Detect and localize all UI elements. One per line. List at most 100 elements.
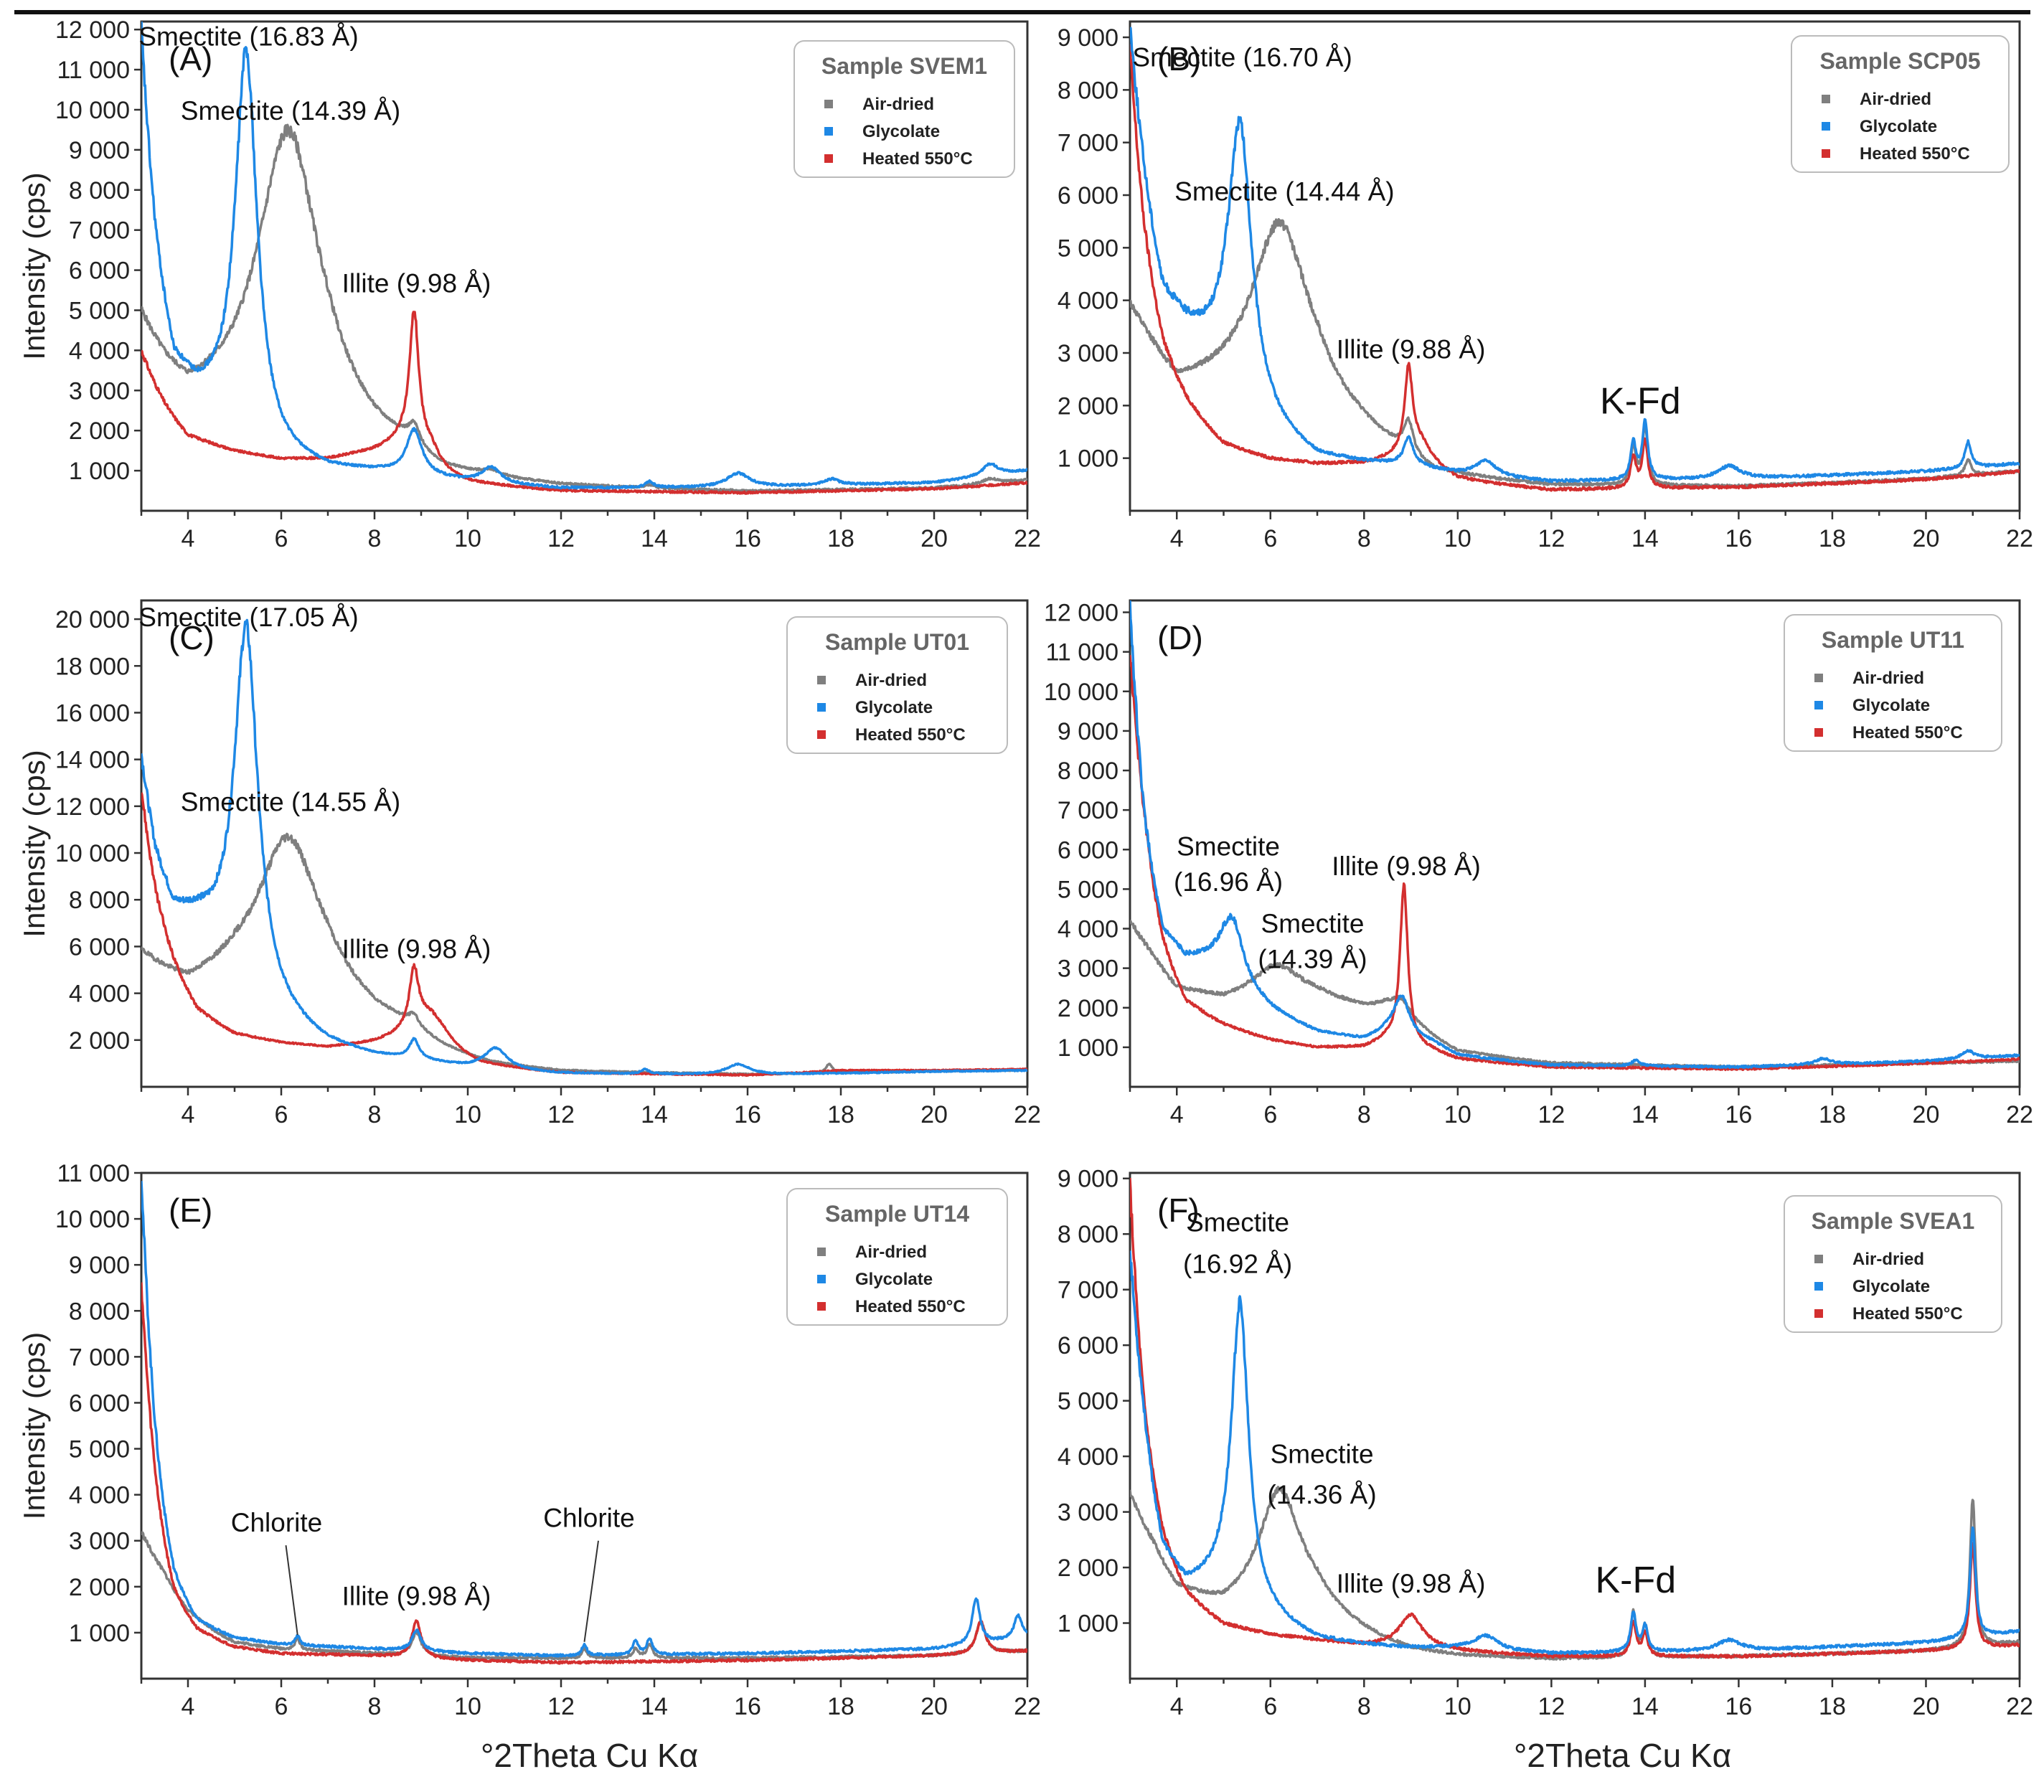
y-tick-label: 2 000	[69, 418, 130, 445]
x-tick-label: 22	[1014, 1693, 1041, 1720]
x-tick-label: 8	[368, 1693, 382, 1720]
x-axis-label-right: °2Theta Cu Kα	[1514, 1737, 1732, 1774]
y-tick-label: 3 000	[69, 1528, 130, 1555]
y-tick-label: 10 000	[55, 840, 130, 867]
y-tick-label: 5 000	[69, 1436, 130, 1463]
series-line-air-dried	[141, 123, 1027, 494]
legend-swatch-heated-550-c	[817, 1302, 826, 1311]
y-tick-label: 14 000	[55, 747, 130, 774]
x-tick-label: 8	[368, 525, 382, 552]
legend-swatch-glycolate	[1814, 1282, 1823, 1291]
y-tick-label: 10 000	[55, 97, 130, 124]
annotation-smectite-14-44: Smectite (14.44 Å)	[1174, 176, 1394, 206]
y-tick-label: 10 000	[1044, 679, 1118, 706]
legend-entry-air-dried: Air-dried	[862, 95, 934, 114]
y-tick-label: 4 000	[1058, 916, 1118, 943]
x-tick-label: 4	[1170, 525, 1184, 552]
legend-swatch-air-dried	[817, 676, 826, 684]
y-tick-label: 6 000	[1058, 836, 1118, 864]
y-tick-label: 6 000	[69, 258, 130, 285]
y-tick-label: 2 000	[1058, 995, 1118, 1022]
legend-entry-heated-550-c: Heated 550°C	[1860, 144, 1970, 164]
x-tick-label: 22	[2006, 1101, 2033, 1128]
panel-a: 1 000 2 000 3 000 4 000 5 000 6 000 7 000 8 000…	[17, 16, 1041, 552]
x-tick-label: 18	[827, 1101, 854, 1128]
y-tick-label: 9 000	[1058, 718, 1118, 745]
legend-title: Sample UT14	[825, 1201, 969, 1227]
x-tick-label: 14	[641, 1693, 668, 1720]
y-tick-label: 16 000	[55, 699, 130, 727]
legend-entry-glycolate: Glycolate	[1852, 696, 1930, 715]
annotation-smectite-14-39: Smectite (14.39 Å)	[181, 96, 400, 126]
x-tick-label: 22	[2006, 1693, 2033, 1720]
legend-swatch-heated-550-c	[1822, 149, 1830, 158]
legend-entry-air-dried: Air-dried	[1852, 1250, 1924, 1269]
x-tick-label: 16	[1725, 1101, 1753, 1128]
annotation-smectite-16-83: Smectite (16.83 Å)	[138, 22, 358, 52]
legend-entry-glycolate: Glycolate	[1852, 1277, 1930, 1296]
panel-e: 1 000 2 000 3 000 4 000 5 000 6 000 7 000 8 000…	[17, 1160, 1041, 1720]
x-tick-label: 10	[1444, 525, 1471, 552]
annotation-16-92: (16.92 Å)	[1183, 1249, 1292, 1278]
x-tick-label: 20	[1913, 1101, 1940, 1128]
annotation-k-fd: K-Fd	[1595, 1560, 1676, 1601]
legend: Sample UT11 Air-dried Glycolate Heated 550°…	[1784, 614, 2002, 752]
legend-swatch-heated-550-c	[824, 154, 833, 163]
y-tick-label: 2 000	[1058, 1555, 1118, 1582]
y-tick-label: 9 000	[1058, 24, 1118, 52]
y-tick-label: 6 000	[1058, 1332, 1118, 1359]
panel-b: 1 000 2 000 3 000 4 000 5 000 6 000 7 000 8 000…	[1058, 20, 2033, 552]
annotation-smectite: Smectite	[1186, 1207, 1289, 1237]
y-tick-label: 20 000	[55, 606, 130, 633]
series-line-glycolate	[141, 22, 1027, 490]
x-tick-label: 4	[182, 1693, 195, 1720]
legend-entry-heated-550-c: Heated 550°C	[1852, 1304, 1963, 1324]
x-tick-label: 6	[1263, 1101, 1277, 1128]
y-tick-label: 2 000	[69, 1574, 130, 1601]
x-tick-label: 6	[275, 525, 288, 552]
y-tick-label: 6 000	[1058, 182, 1118, 209]
y-tick-label: 4 000	[69, 981, 130, 1008]
x-tick-label: 6	[275, 1693, 288, 1720]
chlorite-leader-line	[583, 1540, 599, 1642]
legend-entry-heated-550-c: Heated 550°C	[862, 149, 973, 169]
annotation-chlorite: Chlorite	[231, 1508, 323, 1537]
y-tick-label: 1 000	[1058, 1611, 1118, 1638]
panel-c: 2 000 4 000 6 000 8 000 10 000 12 000 14 000 16…	[17, 599, 1041, 1128]
x-tick-label: 20	[1913, 1693, 1940, 1720]
annotation-illite-9-98: Illite (9.98 Å)	[1337, 1569, 1486, 1598]
legend-box	[1791, 35, 2010, 173]
series-line-glycolate	[1130, 1250, 2020, 1656]
y-tick-label: 5 000	[1058, 876, 1118, 903]
x-tick-label: 20	[1913, 525, 1940, 552]
legend-swatch-air-dried	[824, 100, 833, 108]
annotation-smectite: Smectite	[1271, 1439, 1374, 1468]
legend-entry-heated-550-c: Heated 550°C	[1852, 723, 1963, 742]
x-tick-label: 20	[920, 525, 948, 552]
series-line-heated-550-c	[1130, 655, 2020, 1072]
legend-box	[1784, 614, 2002, 752]
panel-letter: (D)	[1157, 619, 1203, 656]
series-line-heated-550-c	[141, 1282, 1027, 1665]
x-tick-label: 20	[920, 1101, 948, 1128]
x-tick-label: 16	[734, 525, 761, 552]
legend-swatch-heated-550-c	[1814, 1309, 1823, 1318]
panel-letter: (A)	[169, 40, 212, 77]
legend-title: Sample UT11	[1822, 627, 1964, 653]
x-tick-label: 8	[1357, 1693, 1371, 1720]
x-tick-label: 22	[1014, 1101, 1041, 1128]
legend: Sample UT01 Air-dried Glycolate Heated 550°…	[786, 616, 1008, 754]
legend-entry-air-dried: Air-dried	[1852, 669, 1924, 688]
x-tick-label: 6	[1263, 525, 1277, 552]
y-tick-label: 3 000	[69, 377, 130, 405]
y-tick-label: 5 000	[69, 297, 130, 324]
y-tick-label: 8 000	[69, 1298, 130, 1325]
x-tick-label: 12	[547, 1101, 575, 1128]
y-tick-label: 2 000	[1058, 392, 1118, 420]
series-line-heated-550-c	[141, 311, 1027, 495]
y-tick-label: 9 000	[1058, 1166, 1118, 1193]
y-tick-label: 1 000	[1058, 1034, 1118, 1062]
y-tick-label: 8 000	[69, 177, 130, 204]
x-tick-label: 4	[1170, 1101, 1184, 1128]
